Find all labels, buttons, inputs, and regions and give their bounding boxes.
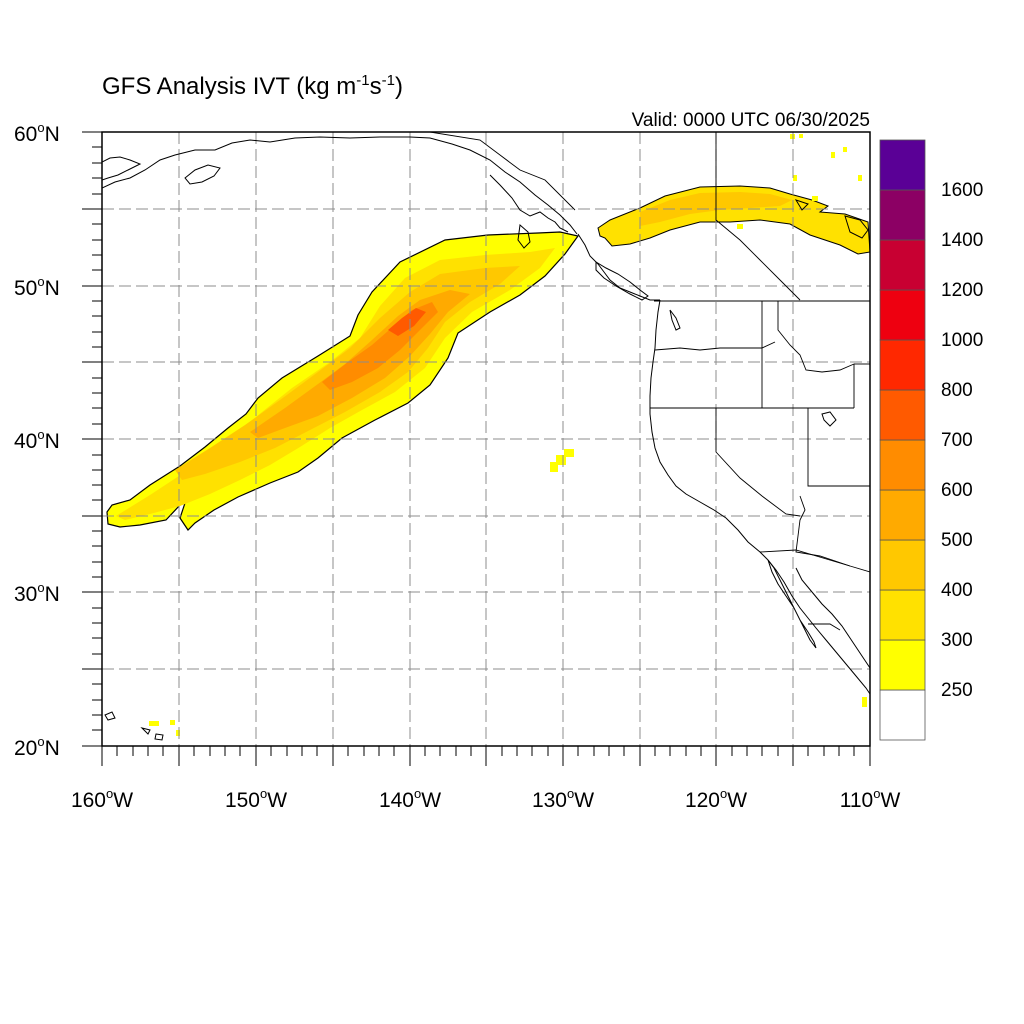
colorbar-label-300: 300 [941, 630, 973, 651]
ivt-700-contour [388, 308, 426, 336]
lat-label-60n: 60oN [14, 120, 60, 146]
lon-label-160w: 160oW [70, 786, 134, 812]
great-salt-lake [821, 411, 837, 427]
alaska-canada-border [429, 132, 576, 211]
title-exponent-2: -1 [381, 72, 395, 89]
baja-california [767, 559, 817, 649]
colorbar-swatch-5 [879, 439, 926, 491]
title-prefix: GFS Analysis IVT (kg m [102, 73, 357, 100]
colorbar-swatch-2 [879, 589, 926, 641]
colorbar-label-1600: 1600 [941, 180, 984, 201]
baja-border [808, 623, 841, 631]
title-mid: s [369, 73, 382, 100]
colorbar-swatch-8 [879, 289, 926, 341]
colorbar-label-800: 800 [941, 380, 973, 401]
title-suffix: ) [394, 73, 403, 100]
valid-time: Valid: 0000 UTC 06/30/2025 [631, 110, 870, 131]
lat-label-20n: 20oN [14, 734, 60, 760]
colorbar-swatch-1 [879, 639, 926, 691]
nevada-border [715, 408, 801, 517]
colorbar-swatch-6 [879, 389, 926, 441]
colorbar-label-1400: 1400 [941, 230, 984, 251]
lat-label-30n: 30oN [14, 580, 60, 606]
kodiak-island [184, 164, 221, 185]
colorbar [879, 139, 926, 741]
gulf-of-california [795, 567, 870, 669]
colorbar-label-500: 500 [941, 530, 973, 551]
canada-lakes [794, 199, 869, 239]
hawaii-islands [104, 711, 164, 741]
bc-alberta-border [715, 132, 801, 301]
colorbar-swatch-9 [879, 239, 926, 291]
puget-sound [669, 309, 681, 331]
colorbar-swatch-10 [879, 189, 926, 241]
colorbar-swatch-3 [879, 539, 926, 591]
political-borders [429, 132, 870, 631]
colorbar-label-1200: 1200 [941, 280, 984, 301]
colorbar-swatch-7 [879, 339, 926, 391]
alaska-panhandle [489, 174, 569, 233]
lon-label-130w: 130oW [531, 786, 595, 812]
idaho-border [761, 301, 855, 408]
washington-oregon-border [654, 341, 776, 351]
colorbar-label-700: 700 [941, 430, 973, 451]
axis-ticks [82, 131, 871, 766]
coastlines [102, 136, 870, 741]
lat-label-50n: 50oN [14, 274, 60, 300]
title-exponent-1: -1 [356, 72, 370, 89]
lon-label-150w: 150oW [224, 786, 288, 812]
mexico-border [759, 549, 851, 567]
colorbar-label-250: 250 [941, 680, 973, 701]
colorbar-swatch-4 [879, 489, 926, 541]
lon-label-120w: 120oW [684, 786, 748, 812]
lat-label-40n: 40oN [14, 427, 60, 453]
vancouver-island [595, 261, 649, 301]
alaska-coast [102, 136, 578, 235]
lon-label-110w: 110oW [839, 786, 901, 812]
ivt-atmospheric-river [106, 231, 580, 531]
colorbar-swatch-11 [879, 139, 926, 191]
utah-arizona-border [807, 408, 870, 487]
alaska-peninsula [102, 156, 142, 181]
colorbar-label-600: 600 [941, 480, 973, 501]
lon-label-140w: 140oW [378, 786, 442, 812]
grid-lines [102, 132, 870, 746]
colorbar-label-400: 400 [941, 580, 973, 601]
colorbar-swatch-0 [879, 689, 926, 741]
bc-coast [577, 233, 660, 301]
haida-gwaii [517, 224, 531, 249]
us-west-coast [649, 299, 870, 695]
map-title: GFS Analysis IVT (kg m-1s-1) [102, 72, 403, 101]
colorbar-label-1000: 1000 [941, 330, 984, 351]
